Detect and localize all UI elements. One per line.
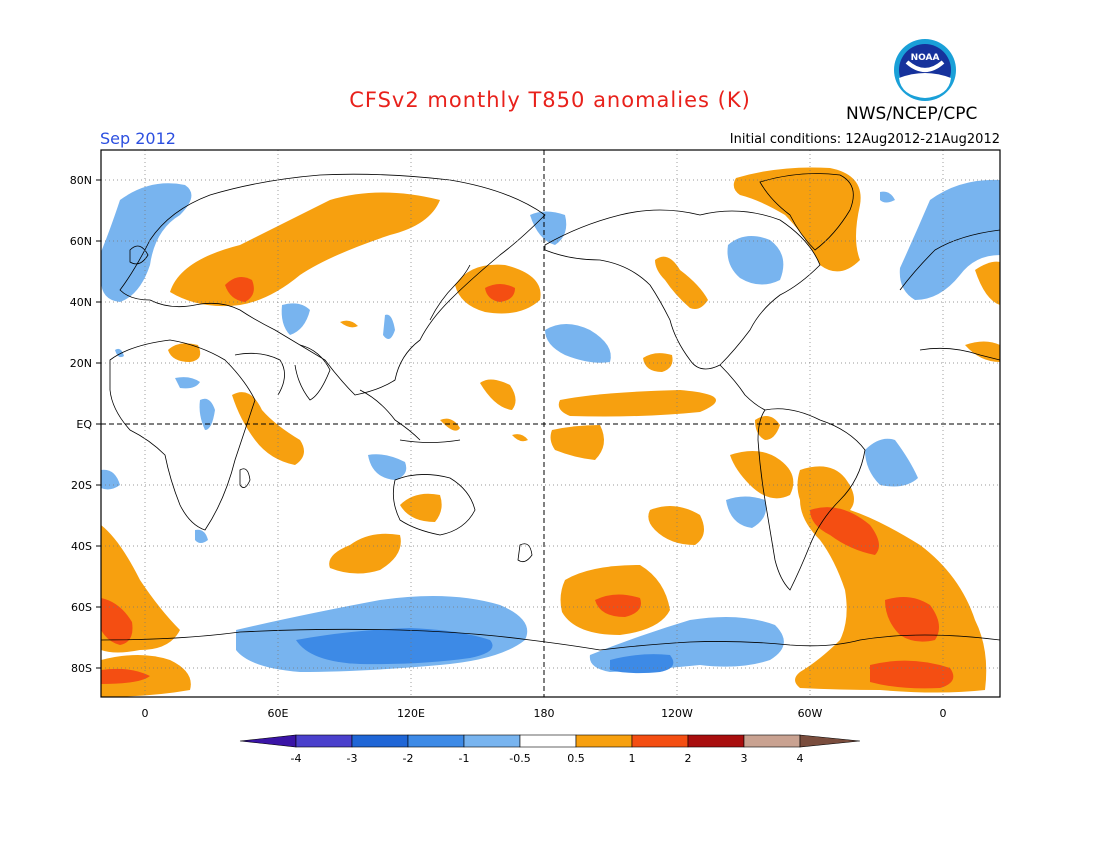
coastlines <box>101 173 1000 651</box>
colorbar-label-2: 2 <box>685 752 692 765</box>
map-title: CFSv2 monthly T850 anomalies (K) <box>349 88 751 112</box>
colorbar-label-0-5: 0.5 <box>567 752 585 765</box>
colorbar-swatch-2 <box>351 734 409 748</box>
colorbar-swatch-3 <box>407 734 465 748</box>
lat-label-20s: 20S <box>71 479 92 492</box>
colorbar: -4 -3 -2 -1 -0.5 0.5 1 2 3 4 <box>239 734 861 765</box>
colorbar-label-minus2: -2 <box>403 752 414 765</box>
colorbar-label-minus0-5: -0.5 <box>509 752 530 765</box>
colorbar-label-minus4: -4 <box>291 752 302 765</box>
lat-label-40n: 40N <box>70 296 92 309</box>
lat-label-60n: 60N <box>70 235 92 248</box>
strong-positive-anomaly-regions <box>101 276 954 689</box>
lat-label-40s: 40S <box>71 540 92 553</box>
agency-label: NWS/NCEP/CPC <box>846 104 978 124</box>
colorbar-label-4: 4 <box>797 752 804 765</box>
lat-label-80n: 80N <box>70 174 92 187</box>
colorbar-swatch-7 <box>631 734 689 748</box>
colorbar-swatch-8 <box>687 734 745 748</box>
lon-label-180: 180 <box>534 707 555 720</box>
colorbar-swatch-4 <box>463 734 521 748</box>
lat-label-20n: 20N <box>70 357 92 370</box>
initial-conditions-label: Initial conditions: 12Aug2012-21Aug2012 <box>729 132 1000 147</box>
noaa-logo-icon: NOAA <box>894 39 956 101</box>
lat-label-eq: EQ <box>76 418 92 431</box>
colorbar-label-minus3: -3 <box>347 752 358 765</box>
colorbar-swatch-6 <box>575 734 633 748</box>
lon-label-120w: 120W <box>661 707 693 720</box>
colorbar-label-3: 3 <box>741 752 748 765</box>
strong-negative-anomaly-regions <box>296 628 674 674</box>
lon-label-0-right: 0 <box>940 707 947 720</box>
lat-ticks <box>96 179 101 669</box>
lon-label-60w: 60W <box>798 707 823 720</box>
valid-month-label: Sep 2012 <box>100 129 176 148</box>
lon-label-60e: 60E <box>268 707 289 720</box>
colorbar-swatch-1 <box>295 734 353 748</box>
svg-text:NOAA: NOAA <box>911 53 940 63</box>
lon-label-0-left: 0 <box>142 707 149 720</box>
colorbar-upper-arrow <box>799 734 861 748</box>
lat-label-60s: 60S <box>71 601 92 614</box>
colorbar-label-minus1: -1 <box>459 752 470 765</box>
colorbar-lower-arrow <box>239 734 297 748</box>
lat-label-80s: 80S <box>71 662 92 675</box>
colorbar-swatch-9 <box>743 734 801 748</box>
colorbar-swatch-5 <box>519 734 577 748</box>
colorbar-label-1: 1 <box>629 752 636 765</box>
lon-label-120e: 120E <box>397 707 425 720</box>
anomaly-fields <box>101 167 1000 697</box>
